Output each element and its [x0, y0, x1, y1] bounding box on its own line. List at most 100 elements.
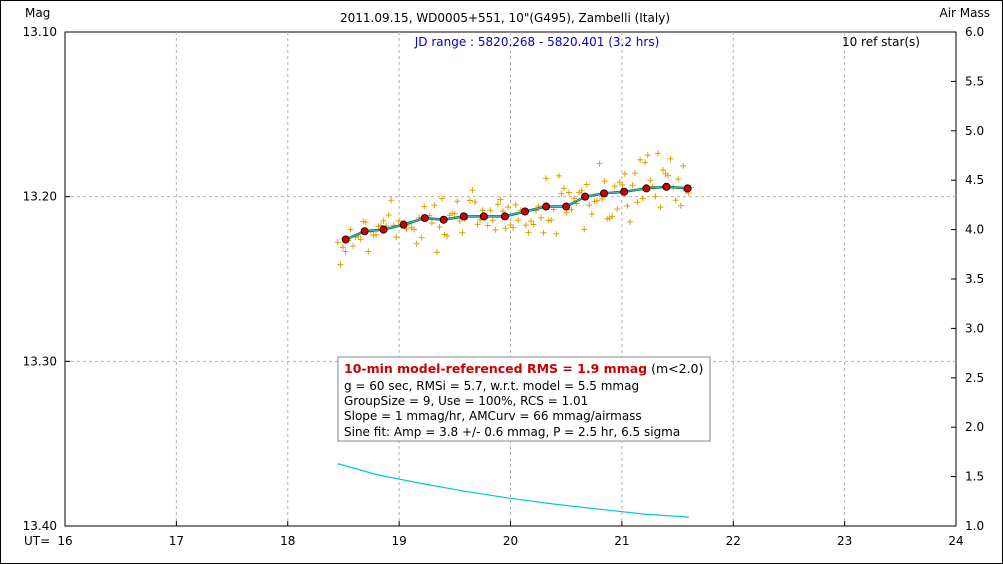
binned-point	[662, 182, 671, 191]
raw-point	[599, 195, 606, 202]
raw-point	[604, 215, 611, 222]
y-right-tick-label: 2.5	[965, 371, 984, 385]
raw-point	[530, 221, 537, 228]
raw-point	[563, 209, 570, 216]
raw-point	[411, 226, 418, 233]
stats-headline: 10-min model-referenced RMS = 1.9 mmag (…	[344, 361, 703, 376]
raw-point	[522, 222, 529, 229]
raw-point	[568, 206, 575, 213]
raw-point	[667, 155, 674, 162]
grid-lines	[65, 32, 956, 526]
raw-point	[362, 219, 369, 226]
y-left-axis-ticks: 13.10 13.20 13.30 13.40	[23, 25, 70, 533]
raw-point	[652, 193, 659, 200]
raw-point	[657, 204, 664, 211]
raw-point	[644, 152, 651, 159]
raw-point	[472, 199, 479, 206]
raw-point	[540, 229, 547, 236]
raw-point	[512, 201, 519, 208]
stats-line-3: Slope = 1 mmag/hr, AMCurv = 66 mmag/airm…	[344, 409, 642, 423]
model-lines	[345, 185, 688, 241]
raw-point	[553, 230, 560, 237]
raw-point	[609, 213, 616, 220]
raw-point	[372, 231, 379, 238]
binned-point	[581, 192, 590, 201]
stats-headline-main: 10-min model-referenced RMS = 1.9 mmag	[344, 361, 647, 376]
raw-point	[431, 202, 438, 209]
raw-point	[543, 175, 550, 182]
raw-point	[375, 223, 382, 230]
raw-point	[388, 197, 395, 204]
binned-point	[520, 207, 529, 216]
raw-point	[593, 197, 600, 204]
raw-point	[365, 248, 372, 255]
raw-point	[548, 217, 555, 224]
raw-point	[418, 234, 425, 241]
raw-point	[444, 232, 451, 239]
stats-box: 10-min model-referenced RMS = 1.9 mmag (…	[337, 356, 711, 442]
y-right-tick-label: 4.0	[965, 223, 984, 237]
raw-point	[507, 222, 514, 229]
stats-line-1: g = 60 sec, RMSi = 5.7, w.r.t. model = 5…	[344, 379, 639, 393]
raw-point	[560, 185, 567, 192]
raw-point	[421, 203, 428, 210]
x-tick-label: 24	[948, 534, 963, 548]
y-left-label: Mag	[25, 6, 50, 20]
chart-title: 2011.09.15, WD0005+551, 10"(G495), Zambe…	[340, 11, 670, 25]
raw-point	[497, 196, 504, 203]
raw-point	[637, 156, 644, 163]
x-tick-label: 17	[169, 534, 184, 548]
raw-point	[337, 261, 344, 268]
y-right-tick-label: 1.5	[965, 470, 984, 484]
raw-point	[586, 202, 593, 209]
airmass-series	[337, 463, 689, 518]
raw-point	[578, 187, 585, 194]
y-right-tick-label: 6.0	[965, 25, 984, 39]
binned-point	[439, 215, 448, 224]
raw-point	[626, 218, 633, 225]
stats-box-background	[337, 356, 711, 442]
raw-point	[510, 224, 517, 231]
raw-point	[459, 229, 466, 236]
raw-point	[489, 217, 496, 224]
ref-stars-label: 10 ref star(s)	[842, 35, 920, 49]
raw-point	[456, 217, 463, 224]
raw-point	[619, 181, 626, 188]
x-tick-label: 19	[391, 534, 406, 548]
raw-point	[395, 217, 402, 224]
y-right-axis-ticks: 6.0 5.5 5.0 4.5 4.0 3.5 3.0 2.5 2.0 1.5 1.0	[951, 25, 984, 533]
y-right-tick-label: 3.5	[965, 272, 984, 286]
y-left-tick-label: 13.20	[23, 190, 57, 204]
raw-point	[614, 206, 621, 213]
stats-line-4: Sine fit: Amp = 3.8 +/- 0.6 mmag, P = 2.…	[344, 425, 680, 439]
y-left-tick-label: 13.10	[23, 25, 57, 39]
raw-point	[492, 226, 499, 233]
x-tick-label: 18	[280, 534, 295, 548]
raw-point	[583, 181, 590, 188]
binned-point	[360, 227, 369, 236]
raw-point	[675, 176, 682, 183]
binned-point	[683, 184, 692, 193]
raw-point	[621, 170, 628, 177]
stats-headline-suffix: (m<2.0)	[647, 361, 703, 376]
y-right-tick-label: 2.0	[965, 420, 984, 434]
raw-point	[441, 231, 448, 238]
raw-point	[642, 159, 649, 166]
raw-point	[494, 201, 501, 208]
chart-subtitle: JD range : 5820.268 - 5820.401 (3.2 hrs)	[414, 35, 660, 49]
binned-point	[341, 235, 350, 244]
raw-point	[629, 182, 636, 189]
y-right-tick-label: 5.5	[965, 74, 984, 88]
y-right-label: Air Mass	[939, 6, 990, 20]
raw-point	[385, 212, 392, 219]
raw-point	[680, 162, 687, 169]
binned-point	[600, 189, 609, 198]
binned-point	[459, 212, 468, 221]
raw-point	[634, 199, 641, 206]
raw-points-series	[334, 150, 694, 268]
y-left-tick-label: 13.40	[23, 519, 57, 533]
raw-point	[433, 249, 440, 256]
raw-point	[428, 219, 435, 226]
raw-point	[469, 187, 476, 194]
